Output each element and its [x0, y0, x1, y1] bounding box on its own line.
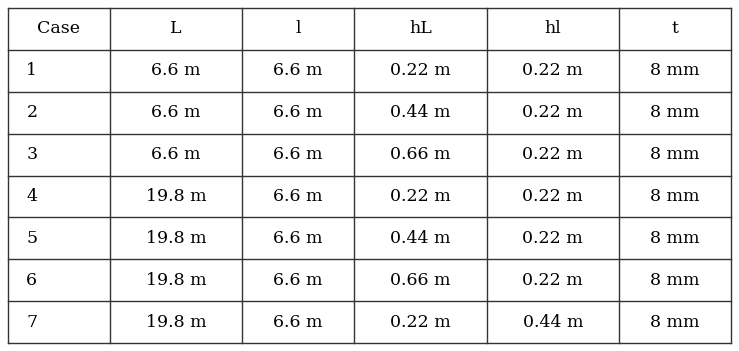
Text: 6: 6	[27, 272, 38, 289]
Text: L: L	[170, 20, 182, 38]
Text: 3: 3	[27, 146, 38, 163]
Text: 19.8 m: 19.8 m	[146, 230, 206, 247]
Text: 2: 2	[27, 104, 38, 121]
Text: 6.6 m: 6.6 m	[151, 62, 201, 79]
Text: 19.8 m: 19.8 m	[146, 272, 206, 289]
Text: 19.8 m: 19.8 m	[146, 188, 206, 205]
Text: 7: 7	[27, 313, 38, 331]
Text: hl: hl	[545, 20, 561, 38]
Text: 0.22 m: 0.22 m	[522, 230, 583, 247]
Text: 0.66 m: 0.66 m	[390, 272, 451, 289]
Text: 4: 4	[27, 188, 38, 205]
Text: 19.8 m: 19.8 m	[146, 313, 206, 331]
Text: 0.44 m: 0.44 m	[522, 313, 583, 331]
Text: 1: 1	[27, 62, 38, 79]
Text: Case: Case	[38, 20, 81, 38]
Text: 8 mm: 8 mm	[650, 313, 700, 331]
Text: l: l	[296, 20, 301, 38]
Text: 0.22 m: 0.22 m	[522, 62, 583, 79]
Text: 8 mm: 8 mm	[650, 188, 700, 205]
Text: 0.22 m: 0.22 m	[390, 62, 451, 79]
Text: 6.6 m: 6.6 m	[273, 230, 323, 247]
Text: 8 mm: 8 mm	[650, 146, 700, 163]
Text: 0.66 m: 0.66 m	[390, 146, 451, 163]
Text: 0.22 m: 0.22 m	[390, 188, 451, 205]
Text: 6.6 m: 6.6 m	[151, 104, 201, 121]
Text: 0.22 m: 0.22 m	[522, 188, 583, 205]
Text: 6.6 m: 6.6 m	[273, 146, 323, 163]
Text: 6.6 m: 6.6 m	[273, 188, 323, 205]
Text: 8 mm: 8 mm	[650, 272, 700, 289]
Text: 8 mm: 8 mm	[650, 104, 700, 121]
Text: 8 mm: 8 mm	[650, 230, 700, 247]
Text: hL: hL	[409, 20, 432, 38]
Text: 8 mm: 8 mm	[650, 62, 700, 79]
Text: 6.6 m: 6.6 m	[151, 146, 201, 163]
Text: 0.44 m: 0.44 m	[390, 104, 451, 121]
Text: 6.6 m: 6.6 m	[273, 272, 323, 289]
Text: 0.44 m: 0.44 m	[390, 230, 451, 247]
Text: 0.22 m: 0.22 m	[522, 104, 583, 121]
Text: 6.6 m: 6.6 m	[273, 104, 323, 121]
Text: 6.6 m: 6.6 m	[273, 313, 323, 331]
Text: 0.22 m: 0.22 m	[522, 146, 583, 163]
Text: 5: 5	[27, 230, 38, 247]
Text: t: t	[672, 20, 678, 38]
Text: 0.22 m: 0.22 m	[390, 313, 451, 331]
Text: 0.22 m: 0.22 m	[522, 272, 583, 289]
Text: 6.6 m: 6.6 m	[273, 62, 323, 79]
